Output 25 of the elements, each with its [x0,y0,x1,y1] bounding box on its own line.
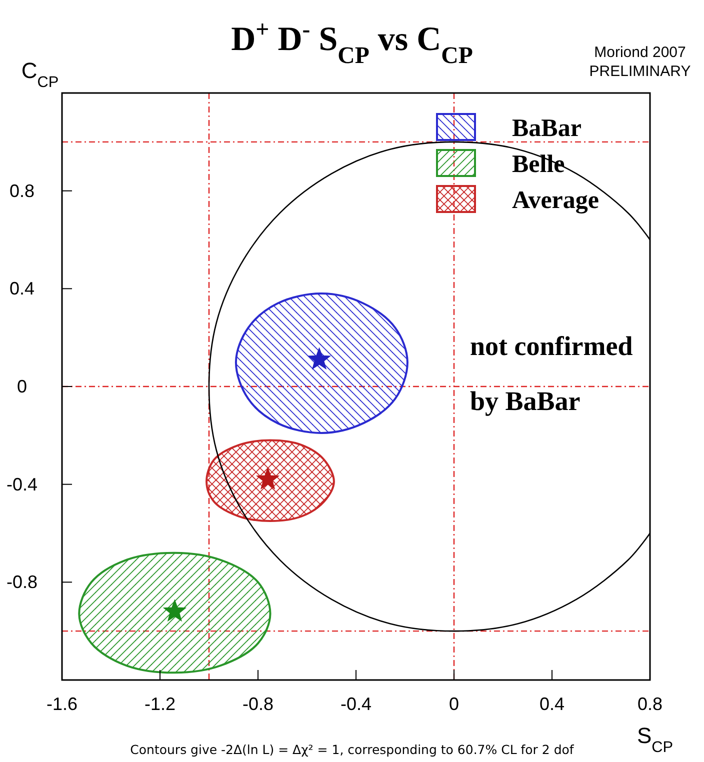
x-tick-label: 0.8 [637,694,663,714]
y-tick-label: 0.8 [9,180,35,201]
y-tick-label: 0.4 [9,278,35,299]
y-tick-label: 0 [16,376,28,396]
annotation: not confirmed by BaBar [470,331,633,416]
point [308,348,330,369]
point [256,468,279,489]
legend-label: Average [512,187,599,214]
x-axis-title: S$_{CP}$ [636,723,674,756]
x-tick-label: 0.4 [539,694,565,714]
text: PRELIMINARY [589,63,691,80]
chart-title: D$^{+}$ D$^{-}$ S$_{CP}$ vs C$_{CP}$ [231,17,473,69]
point [164,600,186,621]
legend-label: Belle [512,151,565,178]
y-axis-title: C$_{CP}$ [21,58,59,90]
text: Moriond 2007 [594,44,686,61]
text: Contours give -2Δ(ln L) = Δχ² = 1, corresponding to 60.7% CL for 2 dof [130,742,574,757]
x-tick-label: -1.2 [144,694,176,714]
x-tick-label: -0.4 [340,694,372,714]
x-tick-label: -1.6 [46,694,78,714]
y-tick-label: -0.8 [6,572,38,592]
y-tick-label: -0.4 [6,474,38,494]
x-tick-label: -0.8 [242,694,274,714]
x-tick-label: 0 [448,694,460,714]
legend-label: BaBar [512,115,582,142]
